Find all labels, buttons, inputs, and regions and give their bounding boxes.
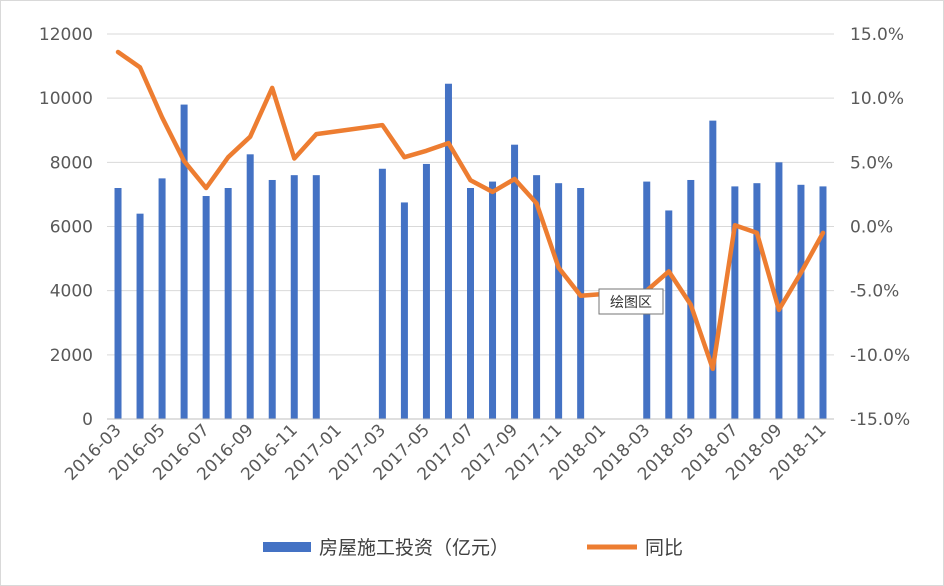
legend-bar-swatch (263, 542, 311, 552)
legend-line-label: 同比 (645, 537, 683, 559)
y-right-tick-label: 0.0% (850, 218, 893, 238)
tooltip-box (598, 288, 664, 315)
bar (268, 179, 276, 419)
bar (400, 202, 408, 419)
bar (444, 83, 452, 420)
bar (665, 210, 673, 419)
bar (555, 183, 563, 419)
y-left-tick-label: 2000 (50, 346, 93, 366)
legend: 房屋施工投资（亿元） 同比 (263, 537, 683, 559)
bar (224, 188, 232, 419)
bar (114, 188, 122, 419)
y-right-tick-label: 15.0% (850, 25, 904, 45)
series-line-yoy (115, 49, 826, 372)
bar (753, 183, 761, 419)
y-right-tick-label: -5.0% (850, 282, 899, 302)
y-left-tick-label: 0 (82, 410, 93, 430)
bar (489, 181, 497, 419)
bar (290, 175, 298, 419)
bar (687, 179, 695, 419)
bar (422, 163, 430, 419)
tooltip-label: 绘图区 (610, 295, 652, 311)
bar (731, 186, 739, 419)
bar (511, 144, 519, 419)
legend-bar-label: 房屋施工投资（亿元） (319, 537, 509, 559)
y-right-tick-label: 5.0% (850, 153, 893, 173)
bar (819, 186, 827, 419)
bar (246, 154, 254, 419)
bar (378, 168, 386, 419)
bar (709, 120, 717, 419)
y-left-tick-label: 6000 (50, 218, 93, 238)
y-left-tick-label: 8000 (50, 153, 93, 173)
y-left-tick-label: 10000 (39, 89, 93, 109)
y-left-tick-label: 12000 (39, 25, 93, 45)
bar (577, 188, 585, 419)
y-right-tick-label: -15.0% (850, 410, 910, 430)
bar (312, 175, 320, 419)
y-left-tick-label: 4000 (50, 282, 93, 302)
bar (533, 175, 541, 419)
bar (202, 196, 210, 419)
y-right-tick-label: 10.0% (850, 89, 904, 109)
bar (775, 162, 783, 420)
y-right-tick-label: -10.0% (850, 346, 910, 366)
bar (158, 178, 166, 419)
bar (180, 104, 188, 419)
bar (797, 184, 805, 419)
plot-area-tooltip: 绘图区 (598, 288, 664, 315)
bar (136, 213, 144, 419)
bar (467, 188, 474, 419)
